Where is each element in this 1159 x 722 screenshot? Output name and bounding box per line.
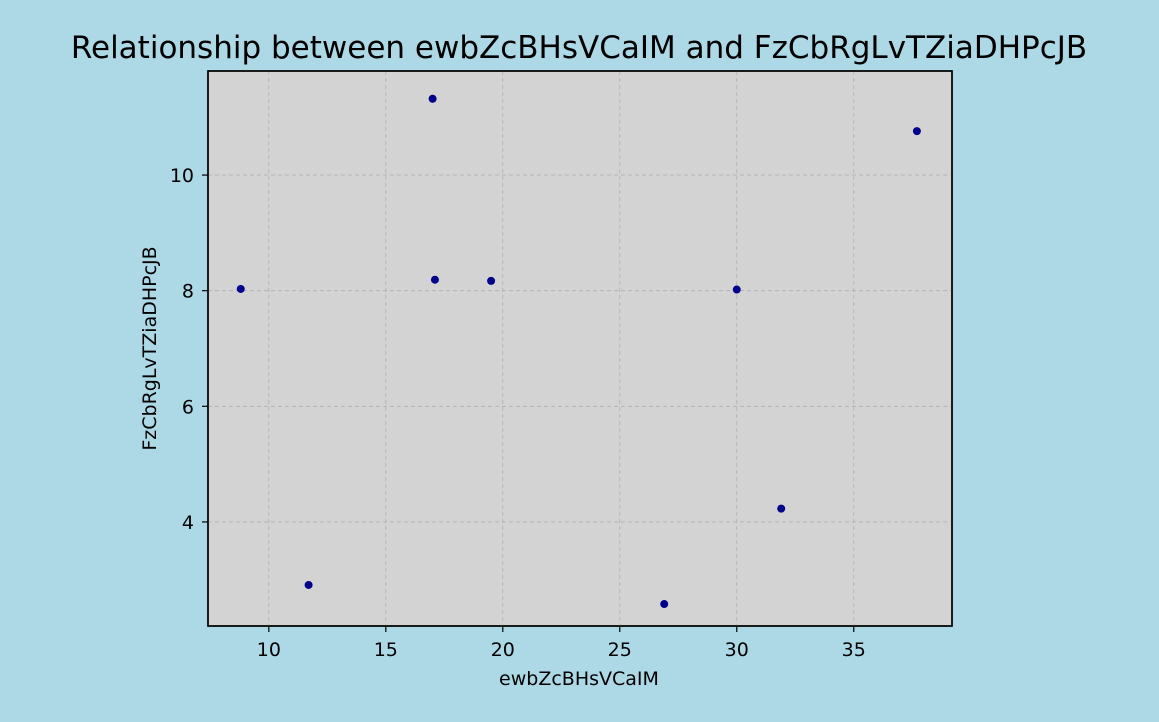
data-point xyxy=(777,504,786,513)
y-axis-label: FzCbRgLvTZiaDHPcJB xyxy=(139,246,161,450)
data-point xyxy=(236,284,245,293)
plot-area xyxy=(207,70,953,627)
plot-border xyxy=(207,70,953,627)
data-point xyxy=(428,94,437,103)
chart-title: Relationship between ewbZcBHsVCaIM and F… xyxy=(71,30,1087,66)
x-tick-label: 35 xyxy=(842,639,866,661)
y-tick-label: 8 xyxy=(182,281,194,303)
x-tick-label: 25 xyxy=(608,639,632,661)
data-point xyxy=(487,276,496,285)
x-tick-label: 20 xyxy=(491,639,515,661)
y-tick-label: 6 xyxy=(182,396,194,418)
data-point xyxy=(660,600,669,609)
data-point xyxy=(304,580,313,589)
x-tick-label: 15 xyxy=(374,639,398,661)
data-point xyxy=(430,275,439,284)
x-tick-label: 30 xyxy=(725,639,749,661)
y-tick-label: 10 xyxy=(170,165,194,187)
x-axis-label: ewbZcBHsVCaIM xyxy=(499,668,659,690)
data-point xyxy=(912,127,921,136)
y-tick-label: 4 xyxy=(182,512,194,534)
data-points xyxy=(236,94,921,609)
axis-ticks: 10 15 20 25 30 35 4 6 8 10 xyxy=(170,165,866,661)
x-tick-label: 10 xyxy=(257,639,281,661)
grid-lines xyxy=(208,71,952,626)
data-point xyxy=(732,285,741,294)
